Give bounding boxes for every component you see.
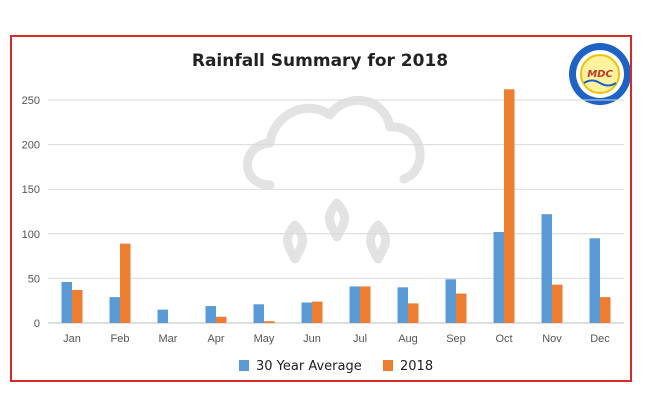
x-tick-label: May — [254, 333, 275, 345]
bar-2018 — [72, 289, 83, 323]
bar-30-year-average — [253, 304, 264, 323]
x-tick-label: Apr — [207, 333, 224, 345]
x-tick-label: Jan — [63, 333, 81, 345]
bar-30-year-average — [205, 306, 216, 323]
bar-30-year-average — [301, 302, 312, 323]
bar-30-year-average — [589, 238, 600, 323]
y-tick-label: 100 — [22, 229, 40, 241]
gridlines — [48, 99, 624, 324]
legend: 30 Year Average 2018 — [239, 359, 433, 374]
bar-2018 — [360, 286, 371, 323]
rainfall-chart: Rainfall Summary for 2018 MDC 0 50 100 150 2… — [22, 43, 630, 374]
x-tick-label: Jun — [303, 333, 321, 345]
bar-30-year-average — [541, 214, 552, 323]
bar-2018 — [216, 316, 227, 323]
bar-2018 — [504, 89, 515, 323]
bar-30-year-average — [493, 232, 504, 323]
x-tick-label: Dec — [590, 333, 610, 345]
chart-frame: Rainfall Summary for 2018 MDC 0 50 100 150 2… — [10, 35, 632, 382]
bar-2018 — [120, 243, 131, 323]
mdc-logo-icon: MDC — [569, 43, 630, 105]
bars — [61, 89, 611, 323]
bar-30-year-average — [349, 286, 360, 323]
chart-title: Rainfall Summary for 2018 — [192, 51, 448, 71]
x-tick-label: Feb — [111, 333, 130, 345]
bar-2018 — [552, 284, 563, 323]
y-tick-label: 0 — [34, 318, 40, 330]
y-tick-label: 200 — [22, 140, 40, 152]
bar-2018 — [264, 321, 275, 323]
bar-30-year-average — [397, 287, 408, 323]
x-tick-label: Oct — [495, 333, 512, 345]
axes: 0 50 100 150 200 250 Jan Feb Mar Apr May Jun Jul Aug S… — [22, 95, 611, 345]
legend-swatch-30-year-average — [239, 360, 249, 371]
x-tick-label: Jul — [353, 333, 367, 345]
x-tick-label: Mar — [159, 333, 178, 345]
bar-30-year-average — [109, 297, 120, 323]
logo-text: MDC — [587, 69, 613, 80]
legend-label-30-year-average: 30 Year Average — [256, 359, 362, 374]
legend-label-2018: 2018 — [400, 359, 433, 374]
bar-2018 — [456, 293, 467, 323]
x-tick-label: Sep — [446, 333, 466, 345]
legend-swatch-2018 — [383, 360, 393, 371]
bar-2018 — [408, 303, 419, 323]
bar-2018 — [312, 301, 323, 323]
y-tick-label: 250 — [22, 95, 40, 107]
bar-2018 — [600, 297, 611, 323]
bar-30-year-average — [157, 309, 168, 323]
y-tick-label: 150 — [22, 184, 40, 196]
x-tick-label: Aug — [398, 333, 418, 345]
bar-30-year-average — [61, 281, 72, 323]
x-tick-label: Nov — [542, 333, 562, 345]
rain-cloud-icon — [243, 96, 425, 264]
y-tick-label: 50 — [28, 273, 40, 285]
bar-30-year-average — [445, 279, 456, 323]
